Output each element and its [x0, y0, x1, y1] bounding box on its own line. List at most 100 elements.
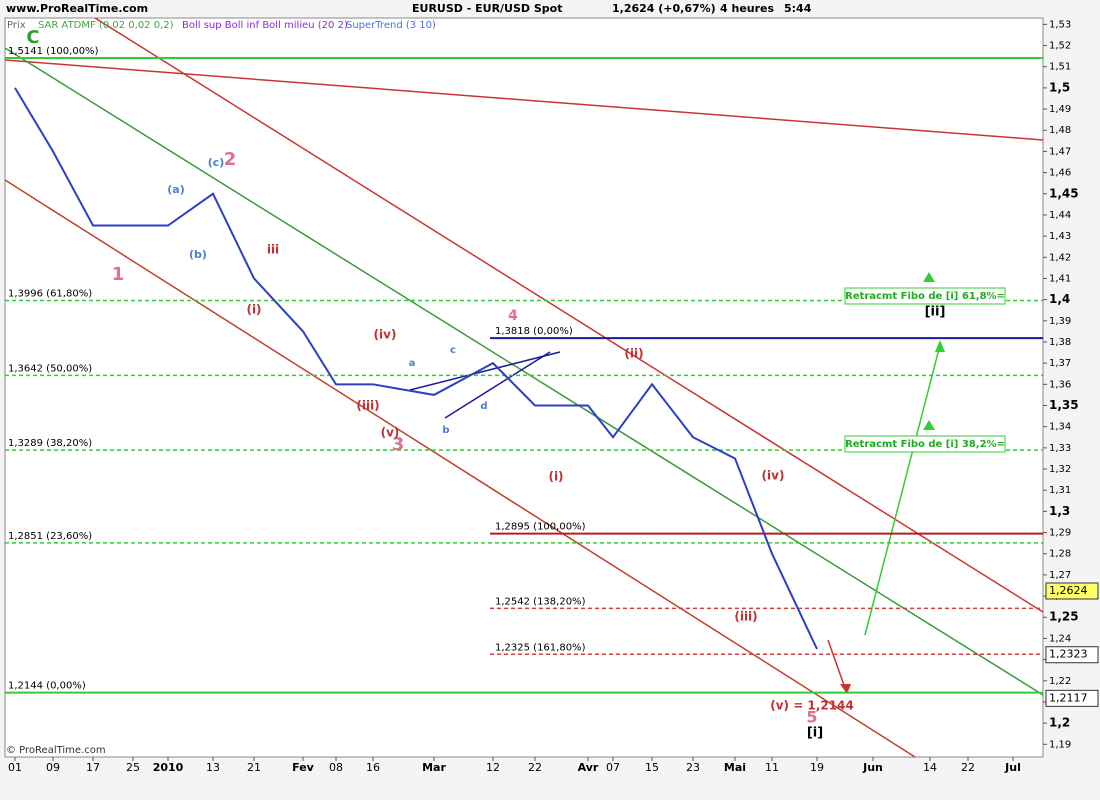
annotation: (v): [381, 426, 400, 440]
price-tag: [1045, 582, 1099, 600]
y-tick-label: 1,3: [1049, 504, 1070, 518]
level-label: 1,3818 (0,00%): [495, 326, 573, 337]
level-label: 1,3289 (38,20%): [8, 438, 92, 449]
x-tick-label: 09: [46, 761, 60, 774]
x-tick-label: 15: [645, 761, 659, 774]
trend-lines: [4, 17, 1044, 758]
x-tick-label: 17: [86, 761, 100, 774]
price-tag-label: 1,2624: [1049, 584, 1088, 597]
y-tick-label: 1,45: [1049, 186, 1079, 200]
y-tick-label: 1,32: [1049, 464, 1071, 475]
annotation: Retracmt Fibo de [i] 61,8%=: [845, 291, 1005, 302]
channel-line: [4, 47, 1044, 696]
level-label: 1,2144 (0,00%): [8, 681, 86, 692]
legend-entry: Prix: [7, 20, 26, 31]
y-tick-label: 1,4: [1049, 292, 1070, 306]
annotation: (i): [548, 470, 563, 484]
annotation: (iii): [734, 610, 757, 624]
y-tick-label: 1,5: [1049, 80, 1070, 94]
annotation: 4: [508, 308, 518, 324]
x-tick-label: 21: [247, 761, 261, 774]
y-tick-label: 1,36: [1049, 379, 1071, 390]
period: 4 heures: [720, 2, 774, 15]
y-tick-label: 1,27: [1049, 570, 1071, 581]
projection-arrow: [864, 344, 941, 636]
x-tick-label: 22: [961, 761, 975, 774]
annotation: c: [450, 345, 456, 356]
x-tick-label: 13: [206, 761, 220, 774]
quote: 1,2624 (+0,67%): [612, 2, 716, 15]
triangle-line: [444, 351, 551, 419]
x-tick-label: Mar: [422, 761, 446, 774]
annotation: 3: [392, 434, 405, 455]
y-tick-label: 1,43: [1049, 231, 1071, 242]
legend-entry: SuperTrend (3 10): [346, 20, 436, 31]
x-tick-label: 22: [528, 761, 542, 774]
y-tick-label: 1,38: [1049, 337, 1071, 348]
x-tick-label: 14: [923, 761, 937, 774]
x-tick-label: Jun: [862, 761, 883, 774]
annotation: C: [26, 27, 39, 48]
annotation: 1: [112, 264, 125, 285]
y-tick-label: 1,42: [1049, 252, 1071, 263]
y-tick-label: 1,49: [1049, 104, 1071, 115]
x-tick-label: 25: [126, 761, 140, 774]
annotation: d: [480, 401, 487, 412]
footer: © ProRealTime.com: [6, 745, 106, 756]
y-tick-label: 1,48: [1049, 125, 1071, 136]
x-tick-label: Mai: [724, 761, 746, 774]
annotation: (iii): [356, 399, 379, 413]
annotation: 2: [224, 149, 237, 170]
x-tick-label: Avr: [578, 761, 599, 774]
channel-line: [94, 17, 1044, 613]
y-tick-label: 1,29: [1049, 528, 1071, 539]
y-tick-label: 1,46: [1049, 168, 1071, 179]
y-tick-label: 1,53: [1049, 19, 1071, 30]
level-label: 1,5141 (100,00%): [8, 46, 99, 57]
x-tick-label: 01: [8, 761, 22, 774]
x-tick-label: 23: [686, 761, 700, 774]
x-tick-label: 19: [810, 761, 824, 774]
x-tick-label: Fev: [292, 761, 315, 774]
annotation: (i): [246, 303, 261, 317]
x-tick-label: 12: [486, 761, 500, 774]
y-tick-label: 1,22: [1049, 676, 1071, 687]
annotation: (ii): [624, 347, 643, 361]
plot-area: [4, 17, 1044, 758]
y-tick-label: 1,44: [1049, 210, 1071, 221]
price-line: [14, 87, 818, 650]
price-tag-label: 1,2323: [1049, 648, 1088, 661]
annotation: b: [442, 425, 449, 436]
level-label: 1,3642 (50,00%): [8, 363, 92, 374]
annotation: (c): [208, 156, 225, 169]
projection-arrow: [827, 639, 846, 689]
y-tick-label: 1,25: [1049, 610, 1079, 624]
level-label: 1,2542 (138,20%): [495, 596, 586, 607]
x-tick-label: 16: [366, 761, 380, 774]
annotation: a: [409, 358, 416, 369]
instrument: EURUSD - EUR/USD Spot: [412, 2, 563, 15]
annotation: iii: [267, 243, 279, 257]
x-tick-label: 08: [329, 761, 343, 774]
annotation: (iv): [762, 469, 785, 483]
level-label: 1,2325 (161,80%): [495, 642, 586, 653]
annotation: (a): [167, 183, 184, 196]
y-tick-label: 1,19: [1049, 739, 1071, 750]
time: 5:44: [784, 2, 812, 15]
y-tick-label: 1,2: [1049, 716, 1070, 730]
y-tick-label: 1,39: [1049, 316, 1071, 327]
arrow-head: [840, 684, 851, 694]
y-tick-label: 1,28: [1049, 549, 1071, 560]
annotation: (v) = 1,2144: [770, 699, 854, 713]
y-tick-label: 1,24: [1049, 633, 1071, 644]
level-label: 1,2895 (100,00%): [495, 522, 586, 533]
y-tick-label: 1,52: [1049, 41, 1071, 52]
annotation: (iv): [374, 328, 397, 342]
y-tick-label: 1,37: [1049, 358, 1071, 369]
y-tick-label: 1,31: [1049, 485, 1071, 496]
annotation: [ii]: [925, 305, 946, 320]
price-tag-label: 1,2117: [1049, 691, 1088, 704]
y-tick-label: 1,41: [1049, 273, 1071, 284]
note-box: [844, 287, 1006, 305]
